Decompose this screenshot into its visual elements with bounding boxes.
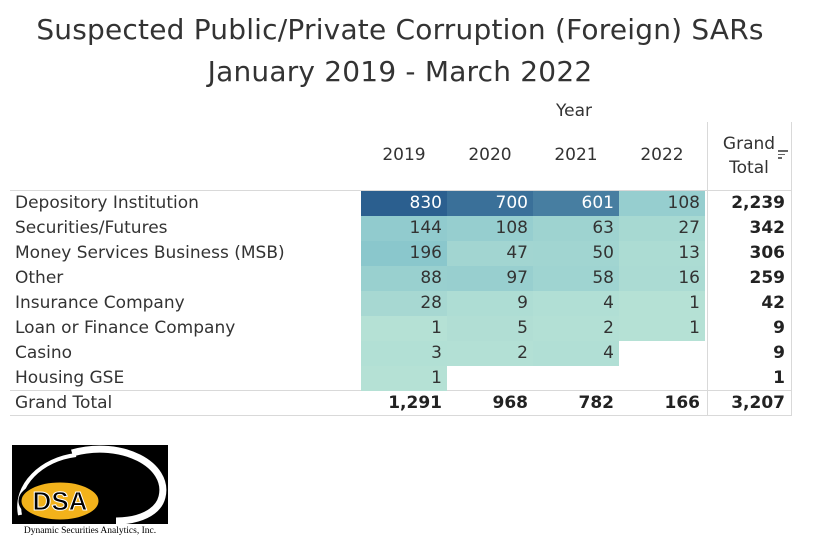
- row-label: Money Services Business (MSB): [15, 243, 285, 263]
- heatmap-cell: 3: [361, 341, 447, 366]
- row-grand-total: 259: [749, 268, 786, 288]
- heatmap-cell: 4: [533, 291, 619, 316]
- heatmap-cell: 108: [447, 216, 533, 241]
- row-label: Insurance Company: [15, 293, 185, 313]
- row-grand-total: 306: [749, 243, 786, 263]
- row-grand-total: 9: [773, 318, 785, 338]
- column-grand-total: 166: [664, 393, 701, 413]
- heatmap-cell: 50: [533, 241, 619, 266]
- heatmap-cell: 144: [361, 216, 447, 241]
- heatmap-cell: 5: [447, 316, 533, 341]
- heatmap-cell: 13: [619, 241, 705, 266]
- row-label: Securities/Futures: [15, 218, 168, 238]
- heatmap-cell: 63: [533, 216, 619, 241]
- heatmap-cell: 27: [619, 216, 705, 241]
- row-grand-total: 342: [749, 218, 786, 238]
- heatmap-cell: 47: [447, 241, 533, 266]
- dsa-logo: DSA Dynamic Securities Analytics, Inc.: [12, 445, 168, 538]
- overall-grand-total: 3,207: [731, 393, 785, 413]
- heatmap-cell: 830: [361, 191, 447, 216]
- column-grand-total: 782: [578, 393, 615, 413]
- row-label: Casino: [15, 343, 73, 363]
- header-divider: [10, 190, 792, 191]
- dsa-logo-mark: DSA: [17, 445, 167, 525]
- heatmap-cell: 4: [533, 341, 619, 366]
- heatmap-cell: 108: [619, 191, 705, 216]
- row-label: Housing GSE: [15, 368, 125, 388]
- heatmap-cell: 2: [533, 316, 619, 341]
- heatmap-cell: 1: [361, 316, 447, 341]
- grand-total-header-line1: Grand: [722, 134, 776, 154]
- heatmap-cell: 28: [361, 291, 447, 316]
- column-grand-total: 1,291: [388, 393, 442, 413]
- row-grand-total: 9: [773, 343, 785, 363]
- column-header-2021: 2021: [554, 145, 598, 165]
- heatmap-cell: 2: [447, 341, 533, 366]
- row-label: Loan or Finance Company: [15, 318, 236, 338]
- svg-text:DSA: DSA: [33, 486, 88, 516]
- table-bottom-border: [10, 415, 792, 416]
- heatmap-cell: 1: [619, 316, 705, 341]
- table-right-border: [791, 122, 792, 415]
- row-label: Depository Institution: [15, 193, 199, 213]
- column-header-2019: 2019: [382, 145, 426, 165]
- grand-total-row-label: Grand Total: [15, 393, 113, 413]
- heatmap-cell: 16: [619, 266, 705, 291]
- column-header-2022: 2022: [640, 145, 684, 165]
- grand-total-header[interactable]: Grand Total: [707, 122, 791, 190]
- row-grand-total: 2,239: [731, 193, 785, 213]
- heatmap-cell: 88: [361, 266, 447, 291]
- row-grand-total: 1: [773, 368, 785, 388]
- column-group-label: Year: [556, 101, 592, 121]
- heatmap-cell: 196: [361, 241, 447, 266]
- heatmap-cell: 601: [533, 191, 619, 216]
- heatmap-cell: 1: [619, 291, 705, 316]
- grand-total-header-line2: Total: [729, 158, 769, 178]
- heatmap-cell: 9: [447, 291, 533, 316]
- chart-subtitle: January 2019 - March 2022: [207, 55, 593, 88]
- sort-descending-icon[interactable]: [778, 150, 788, 160]
- chart-title: Suspected Public/Private Corruption (For…: [36, 13, 764, 46]
- row-grand-total: 42: [761, 293, 785, 313]
- heatmap-cell: 1: [361, 366, 447, 391]
- heatmap-cell: 700: [447, 191, 533, 216]
- heatmap-cell: 58: [533, 266, 619, 291]
- column-header-2020: 2020: [468, 145, 512, 165]
- column-grand-total: 968: [492, 393, 529, 413]
- grand-total-divider: [707, 122, 708, 415]
- heatmap-cell: 97: [447, 266, 533, 291]
- row-label: Other: [15, 268, 64, 288]
